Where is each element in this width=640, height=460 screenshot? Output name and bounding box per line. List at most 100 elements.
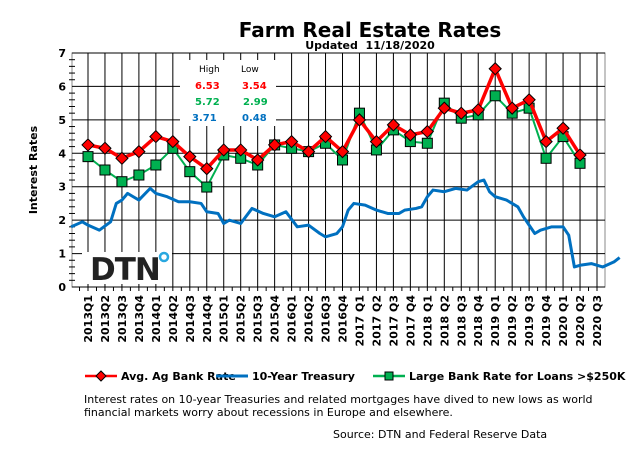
large-bank-low: 2.99	[243, 97, 268, 108]
large-bank-high: 5.72	[195, 97, 220, 108]
x-tick-label: 2015Q2	[235, 295, 248, 343]
large-bank-rate-point	[99, 164, 111, 176]
x-tick-label: 2017 Q1	[353, 295, 366, 346]
x-tick-label: 2019 Q4	[540, 295, 553, 347]
y-tick-label: 7	[58, 47, 66, 60]
ag-bank-low: 3.54	[242, 81, 267, 92]
large-bank-rate-point	[489, 90, 501, 102]
ag-bank-rate-point	[217, 143, 231, 157]
x-tick-label: 2015Q4	[269, 295, 282, 343]
x-tick-label: 2013Q4	[133, 295, 146, 343]
x-tick-label: 2016Q2	[303, 295, 316, 343]
ag-bank-rate-point	[522, 93, 536, 107]
ag-bank-rate-point	[200, 161, 214, 176]
x-tick-label: 2014Q4	[201, 295, 214, 343]
x-tick-label: 2016Q4	[337, 295, 350, 343]
y-tick-label: 3	[58, 181, 66, 194]
x-tick-label: 2015Q3	[252, 295, 265, 343]
x-tick-label: 2015Q1	[218, 295, 231, 343]
y-tick-label: 6	[58, 80, 66, 93]
x-tick-label: 2018 Q4	[472, 295, 485, 347]
ag-bank-rate-point	[403, 128, 418, 142]
ag-bank-rate-point	[318, 129, 333, 144]
legend-ag-bank-marker	[95, 370, 107, 382]
ag-bank-rate-point	[556, 121, 570, 135]
ag-bank-rate-point	[98, 141, 112, 155]
legend-large-bank-label: Large Bank Rate for Loans >$250K	[409, 370, 626, 383]
dtn-logo: DTN	[82, 251, 172, 288]
x-tick-label: 2017 Q4	[404, 295, 417, 347]
y-tick-label: 0	[58, 281, 66, 294]
chart-title: Farm Real Estate Rates	[239, 18, 502, 42]
legend-large-bank-marker	[384, 371, 394, 381]
low-header: Low	[241, 65, 259, 75]
svg-text:DTN: DTN	[90, 252, 160, 288]
ag-bank-rate-point	[539, 134, 553, 149]
y-axis-label: Interest Rates	[27, 125, 40, 214]
large-bank-rate-point	[540, 152, 552, 164]
legend-treasury-label: 10-Year Treasury	[252, 370, 355, 383]
large-bank-rate-point	[116, 176, 128, 188]
x-tick-label: 2013Q2	[99, 295, 112, 343]
x-tick-label: 2016Q1	[286, 295, 299, 343]
y-tick-label: 2	[58, 214, 66, 227]
x-tick-label: 2019 Q2	[506, 295, 519, 346]
ag-bank-rate-point	[166, 134, 180, 149]
ag-bank-rate-point	[183, 149, 197, 164]
ag-bank-rate-point	[488, 62, 502, 76]
x-tick-label: 2014Q3	[184, 295, 197, 343]
ag-bank-high: 6.53	[195, 81, 220, 92]
treasury-low: 0.48	[242, 113, 267, 124]
large-bank-rate-point	[184, 166, 196, 178]
chart-subtitle: Updated 11/18/2020	[305, 39, 435, 52]
x-tick-label: 2013Q3	[116, 295, 129, 343]
legend: Avg. Ag Bank Rate 10-Year Treasury Large B…	[85, 370, 626, 383]
ag-bank-rate-point	[267, 138, 282, 152]
y-tick-label: 4	[58, 147, 66, 160]
x-tick-label: 2013Q1	[82, 295, 95, 343]
legend-ag-bank-label: Avg. Ag Bank Rate	[121, 370, 236, 383]
large-bank-rate-point	[133, 169, 145, 181]
y-tick-label: 5	[58, 114, 66, 127]
ag-bank-rate-point	[301, 144, 316, 159]
treasury-line	[70, 178, 621, 269]
ag-bank-rate-point	[420, 124, 435, 139]
high-header: High	[199, 65, 220, 75]
large-bank-rate-point	[421, 137, 433, 149]
large-bank-rate-point	[150, 159, 162, 171]
ag-bank-rate-point	[454, 106, 468, 120]
ag-bank-rate-point	[233, 143, 248, 157]
x-tick-label: 2018 Q1	[421, 295, 434, 346]
large-bank-rate-point	[201, 181, 213, 193]
ag-bank-rate-point	[437, 101, 452, 115]
ag-bank-rate-point	[386, 118, 401, 132]
ag-bank-rate-point	[573, 148, 587, 162]
ag-bank-rate-point	[471, 103, 485, 117]
x-tick-label: 2017 Q3	[387, 295, 400, 346]
x-tick-label: 2020 Q1	[557, 295, 570, 346]
source-note: Source: DTN and Federal Reserve Data	[333, 428, 548, 441]
ag-bank-rate-point	[250, 153, 265, 167]
x-tick-label: 2019 Q1	[489, 295, 502, 346]
ag-bank-rate-point	[115, 151, 129, 166]
x-tick-label: 2016Q3	[320, 295, 333, 343]
x-tick-label: 2017 Q2	[370, 295, 383, 346]
treasury-high: 3.71	[192, 113, 217, 124]
y-tick-label: 1	[58, 248, 66, 261]
ag-bank-rate-point	[335, 144, 350, 159]
x-tick-label: 2019 Q3	[523, 295, 536, 346]
caption: Interest rates on 10-year Treasuries and…	[84, 393, 593, 419]
ag-bank-rate-point	[352, 113, 367, 127]
ag-bank-rate-point	[505, 101, 519, 115]
high-low-table: High Low 6.53 3.54 5.72 2.99 3.71 0.48	[180, 60, 276, 126]
ag-bank-rate-point	[149, 129, 163, 144]
x-tick-label: 2018 Q2	[438, 295, 451, 346]
ag-bank-rate-point	[284, 134, 299, 149]
x-tick-label: 2014Q1	[150, 295, 163, 343]
ag-bank-rate-point	[81, 138, 95, 152]
x-tick-label: 2020 Q2	[574, 295, 587, 346]
x-tick-label: 2014Q2	[167, 295, 180, 343]
ag-bank-rate-point	[369, 134, 384, 149]
x-tick-label: 2020 Q3	[591, 295, 604, 346]
